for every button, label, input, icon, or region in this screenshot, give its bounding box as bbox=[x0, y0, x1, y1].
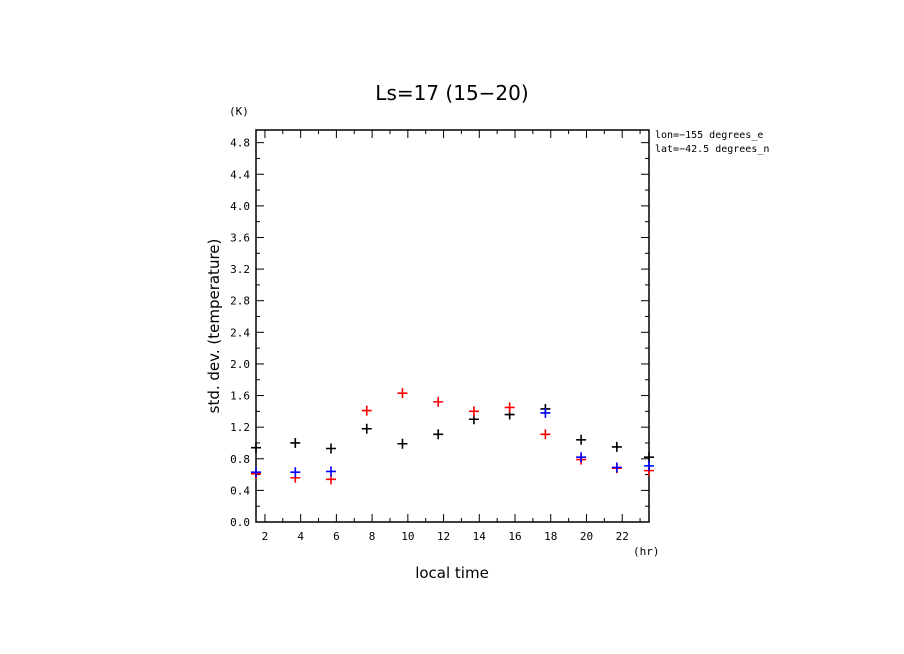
y-tick-label: 0.8 bbox=[230, 453, 250, 466]
data-point-series-3 bbox=[576, 452, 587, 463]
x-tick-label: 16 bbox=[508, 530, 521, 543]
x-axis-label: local time bbox=[415, 564, 489, 582]
data-point-series-3 bbox=[251, 467, 261, 478]
x-tick-label: 8 bbox=[369, 530, 376, 543]
data-point-series-3 bbox=[644, 460, 654, 471]
data-point-series-1 bbox=[397, 438, 408, 449]
x-tick-label: 2 bbox=[262, 530, 269, 543]
data-point-series-2 bbox=[468, 406, 479, 417]
data-point-series-1 bbox=[576, 434, 587, 445]
y-tick-label: 2.4 bbox=[230, 326, 250, 339]
y-tick-label: 0.0 bbox=[230, 516, 250, 529]
x-unit-label: (hr) bbox=[633, 545, 660, 558]
x-tick-label: 20 bbox=[580, 530, 593, 543]
data-point-series-3 bbox=[611, 462, 622, 473]
x-tick-label: 12 bbox=[437, 530, 450, 543]
x-tick-label: 10 bbox=[401, 530, 414, 543]
y-tick-label: 3.6 bbox=[230, 231, 250, 244]
data-point-series-3 bbox=[540, 407, 551, 418]
x-tick-label: 14 bbox=[473, 530, 487, 543]
data-point-series-1 bbox=[361, 423, 372, 434]
y-tick-label: 1.2 bbox=[230, 421, 250, 434]
annotation-lat: lat=−42.5 degrees_n bbox=[655, 144, 769, 155]
x-tick-label: 4 bbox=[297, 530, 304, 543]
y-axis-label: std. dev. (temperature) bbox=[205, 239, 223, 414]
plot-frame bbox=[255, 129, 650, 523]
data-point-series-2 bbox=[504, 402, 515, 413]
y-tick-label: 2.8 bbox=[230, 295, 250, 308]
data-point-series-3 bbox=[290, 467, 301, 478]
y-tick-label: 3.2 bbox=[230, 263, 250, 276]
y-tick-label: 1.6 bbox=[230, 390, 250, 403]
y-tick-label: 0.4 bbox=[230, 484, 250, 497]
data-point-series-1 bbox=[644, 452, 654, 463]
annotation-lon: lon=−155 degrees_e bbox=[655, 130, 763, 141]
marks-layer bbox=[251, 388, 654, 485]
x-tick-label: 18 bbox=[544, 530, 557, 543]
x-tick-label: 22 bbox=[616, 530, 629, 543]
data-point-series-1 bbox=[611, 441, 622, 452]
y-tick-label: 4.8 bbox=[230, 137, 250, 150]
chart-title: Ls=17 (15−20) bbox=[375, 81, 528, 105]
y-unit-label: (K) bbox=[229, 105, 249, 118]
y-tick-label: 4.0 bbox=[230, 200, 250, 213]
data-point-series-1 bbox=[290, 437, 301, 448]
data-point-series-1 bbox=[326, 443, 337, 454]
x-tick-label: 6 bbox=[333, 530, 340, 543]
data-point-series-2 bbox=[433, 396, 444, 407]
y-tick-label: 2.0 bbox=[230, 358, 250, 371]
ticks-layer: 0.0 0.4 0.8 1.2 1.6 2.0 2.4 2.8 3.2 3.6 4.0 4.4 4.8 2… bbox=[230, 130, 649, 543]
data-point-series-2 bbox=[540, 429, 551, 440]
data-point-series-1 bbox=[433, 429, 444, 440]
data-point-series-2 bbox=[361, 405, 372, 416]
data-point-series-1 bbox=[251, 442, 261, 453]
y-tick-label: 4.4 bbox=[230, 168, 250, 181]
data-point-series-3 bbox=[326, 466, 337, 477]
data-point-series-2 bbox=[397, 388, 408, 399]
